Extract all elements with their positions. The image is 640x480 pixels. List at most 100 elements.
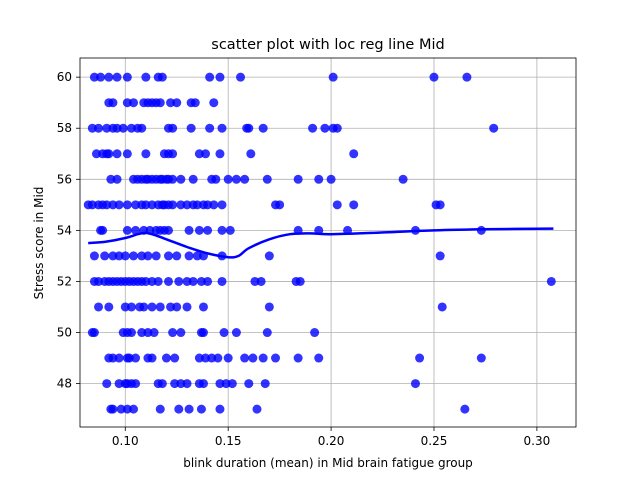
- scatter-point: [271, 353, 281, 363]
- scatter-point: [203, 276, 213, 286]
- x-tick-label: 0.25: [421, 434, 448, 448]
- scatter-point: [98, 225, 108, 235]
- scatter-point: [108, 200, 118, 210]
- scatter-point: [104, 149, 114, 159]
- scatter-point: [349, 200, 359, 210]
- scatter-point: [141, 72, 151, 82]
- scatter-point: [104, 302, 114, 312]
- scatter-point: [176, 174, 186, 184]
- scatter-point: [168, 174, 178, 184]
- loc-reg-line: [88, 227, 554, 259]
- scatter-point: [217, 225, 227, 235]
- scatter-point: [124, 353, 134, 363]
- scatter-point: [213, 353, 223, 363]
- scatter-point: [163, 251, 173, 261]
- scatter-point: [166, 302, 176, 312]
- scatter-point: [460, 404, 470, 414]
- scatter-point: [168, 149, 178, 159]
- scatter-point: [108, 353, 118, 363]
- scatter-point: [155, 404, 165, 414]
- scatter-point: [87, 123, 97, 133]
- scatter-point: [410, 379, 420, 389]
- scatter-point: [141, 200, 151, 210]
- scatter-point: [122, 225, 132, 235]
- scatter-point: [182, 200, 192, 210]
- scatter-point: [244, 123, 254, 133]
- scatter-point: [182, 302, 192, 312]
- scatter-point: [332, 123, 342, 133]
- scatter-point: [114, 379, 124, 389]
- scatter-point: [112, 149, 122, 159]
- scatter-point: [149, 328, 159, 338]
- scatter-point: [147, 276, 157, 286]
- scatter-point: [100, 251, 110, 261]
- scatter-point: [166, 98, 176, 108]
- x-tick-label: 0.20: [318, 434, 345, 448]
- x-tick-label: 0.15: [215, 434, 242, 448]
- scatter-point: [143, 251, 153, 261]
- scatter-point: [293, 174, 303, 184]
- scatter-point: [258, 123, 268, 133]
- y-tick-label: 48: [57, 377, 72, 391]
- scatter-point: [131, 379, 141, 389]
- scatter-point: [137, 123, 147, 133]
- y-tick-label: 50: [57, 326, 72, 340]
- scatter-point: [108, 404, 118, 414]
- scatter-point: [215, 149, 225, 159]
- scatter-point: [114, 353, 124, 363]
- scatter-point: [256, 276, 266, 286]
- scatter-point: [137, 328, 147, 338]
- scatter-point: [215, 379, 225, 389]
- scatter-point: [248, 353, 258, 363]
- scatter-points: [83, 72, 556, 414]
- scatter-point: [120, 251, 130, 261]
- y-tick-label: 54: [57, 223, 72, 237]
- scatter-point: [153, 276, 163, 286]
- scatter-point: [207, 353, 217, 363]
- scatter-point: [161, 353, 171, 363]
- scatter-point: [217, 200, 227, 210]
- scatter-point: [168, 328, 178, 338]
- scatter-point: [131, 225, 141, 235]
- scatter-point: [104, 72, 114, 82]
- scatter-point: [264, 251, 274, 261]
- scatter-point: [252, 404, 262, 414]
- scatter-point: [223, 353, 233, 363]
- scatter-point: [157, 379, 167, 389]
- scatter-point: [236, 72, 246, 82]
- scatter-point: [131, 353, 141, 363]
- scatter-point: [201, 149, 211, 159]
- scatter-point: [435, 251, 445, 261]
- scatter-point: [435, 200, 445, 210]
- scatter-point: [89, 328, 99, 338]
- scatter-point: [108, 251, 118, 261]
- y-tick-label: 52: [57, 274, 72, 288]
- scatter-point: [250, 276, 260, 286]
- x-axis-ticks: 0.10 0.15 0.20 0.25 0.30: [112, 427, 550, 448]
- scatter-point: [139, 302, 149, 312]
- scatter-point: [203, 200, 213, 210]
- scatter-point: [176, 200, 186, 210]
- scatter-point: [415, 353, 425, 363]
- scatter-point: [240, 353, 250, 363]
- scatter-point: [227, 379, 237, 389]
- scatter-point: [141, 149, 151, 159]
- scatter-point: [116, 404, 126, 414]
- scatter-point: [129, 404, 139, 414]
- scatter-point: [258, 353, 268, 363]
- scatter-point: [188, 276, 198, 286]
- scatter-point: [310, 328, 320, 338]
- scatter-point: [293, 353, 303, 363]
- scatter-point: [155, 98, 165, 108]
- scatter-point: [198, 379, 208, 389]
- scatter-point: [172, 251, 182, 261]
- chart-title: scatter plot with loc reg line Mid: [211, 37, 444, 53]
- scatter-point: [262, 328, 272, 338]
- scatter-point: [126, 302, 136, 312]
- scatter-point: [114, 251, 124, 261]
- scatter-point: [172, 302, 182, 312]
- scatter-point: [112, 72, 122, 82]
- scatter-point: [118, 123, 128, 133]
- scatter-point: [225, 225, 235, 235]
- scatter-point: [155, 302, 165, 312]
